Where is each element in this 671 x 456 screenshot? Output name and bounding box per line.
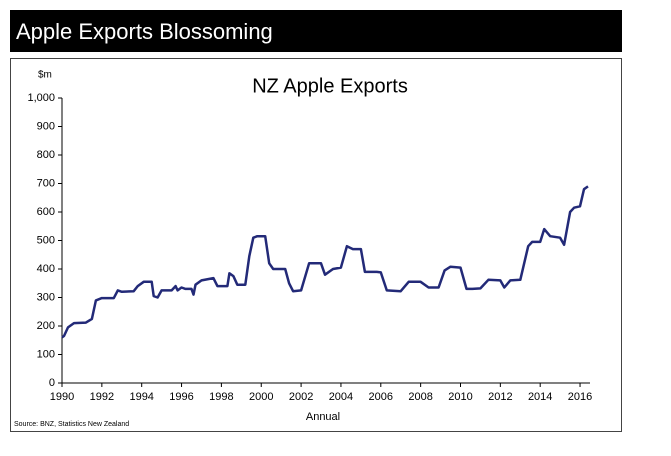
x-axis-label: Annual	[306, 411, 340, 423]
x-tick-label: 2004	[329, 391, 353, 403]
chart-title: NZ Apple Exports	[252, 75, 408, 97]
x-tick-label: 2012	[488, 391, 512, 403]
header-title: Apple Exports Blossoming	[16, 19, 273, 44]
y-tick-label: 100	[37, 348, 55, 360]
x-tick-label: 1996	[169, 391, 193, 403]
x-tick-label: 2010	[448, 391, 472, 403]
x-tick-label: 2002	[289, 391, 313, 403]
y-tick-label: 400	[37, 263, 55, 275]
y-tick-label: 200	[37, 320, 55, 332]
y-tick-label: 1,000	[27, 92, 55, 104]
y-tick-label: 0	[49, 377, 55, 389]
x-tick-label: 1990	[50, 391, 74, 403]
x-tick-label: 2006	[369, 391, 393, 403]
x-tick-label: 2016	[568, 391, 592, 403]
source-note: Source: BNZ, Statistics New Zealand	[14, 421, 129, 428]
y-unit: $m	[38, 70, 52, 81]
y-tick-label: 300	[37, 291, 55, 303]
x-tick-label: 2008	[408, 391, 432, 403]
x-tick-label: 1992	[90, 391, 114, 403]
y-tick-label: 800	[37, 149, 55, 161]
y-tick-label: 500	[37, 234, 55, 246]
header-bar	[10, 10, 622, 52]
line-series	[61, 185, 589, 339]
chart-frame	[10, 58, 622, 432]
x-tick-label: 2000	[249, 391, 273, 403]
x-tick-label: 2014	[528, 391, 552, 403]
y-tick-label: 600	[37, 206, 55, 218]
x-tick-label: 1998	[209, 391, 233, 403]
x-tick-label: 1994	[129, 391, 153, 403]
y-tick-label: 700	[37, 177, 55, 189]
y-tick-label: 900	[37, 120, 55, 132]
